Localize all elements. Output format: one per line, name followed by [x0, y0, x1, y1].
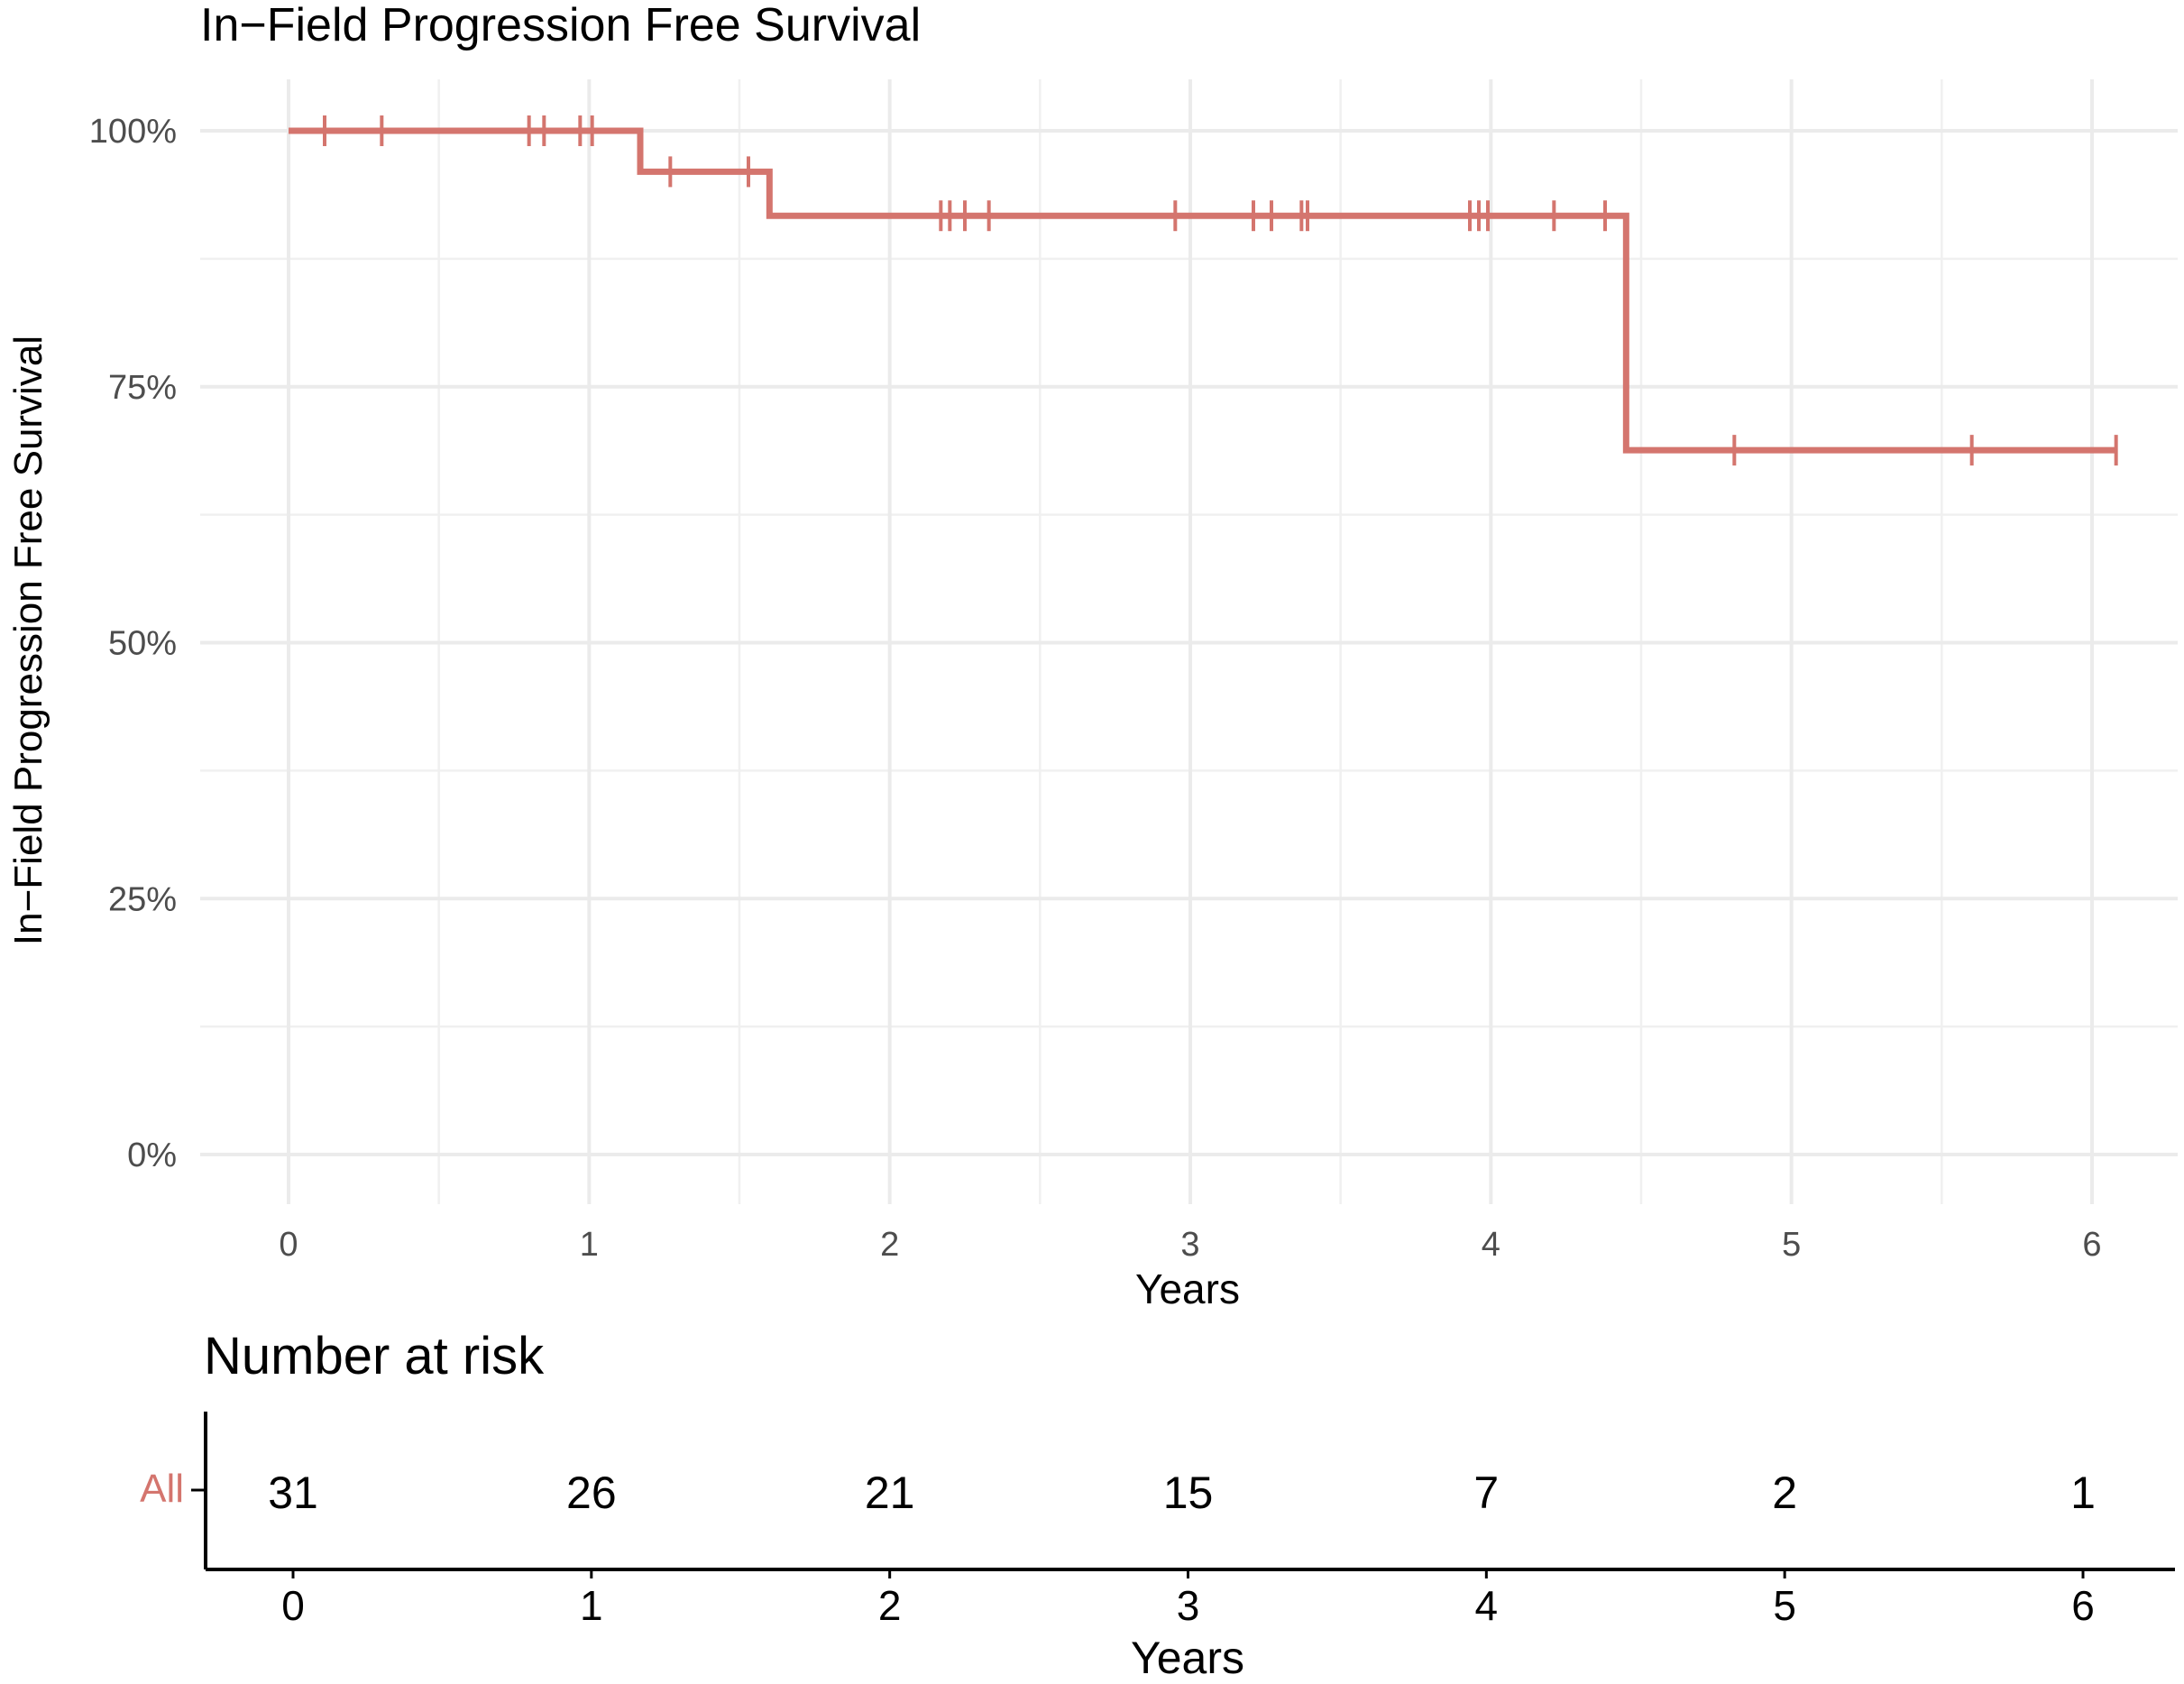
- x-tick-label: 4: [1482, 1226, 1500, 1264]
- risk-table-title: Number at risk: [204, 1327, 545, 1385]
- x-tick-label: 5: [1782, 1226, 1801, 1264]
- risk-x-axis-label: Years: [1131, 1633, 1244, 1679]
- risk-x-tick-label: 6: [2071, 1582, 2095, 1629]
- risk-count: 26: [566, 1468, 617, 1518]
- chart-title: In−Field Progression Free Survival: [200, 0, 921, 51]
- x-tick-label: 6: [2082, 1226, 2101, 1264]
- risk-count: 7: [1473, 1468, 1499, 1518]
- x-tick-label: 2: [880, 1226, 899, 1264]
- x-tick-label: 3: [1180, 1226, 1199, 1264]
- x-tick-label: 0: [279, 1226, 298, 1264]
- risk-count: 15: [1163, 1468, 1214, 1518]
- x-axis-label: Years: [1135, 1265, 1240, 1312]
- y-tick-label: 100%: [89, 113, 177, 151]
- axis-ticks: 0 1 2 3 4 5 6 0% 25% 50% 75% 100%: [89, 113, 2102, 1264]
- risk-x-tick-label: 2: [878, 1582, 902, 1629]
- x-tick-label: 1: [580, 1226, 599, 1264]
- risk-x-tick-label: 1: [580, 1582, 603, 1629]
- survival-curve-all: [289, 127, 2116, 454]
- risk-count: 31: [268, 1468, 318, 1518]
- risk-count: 2: [1772, 1468, 1797, 1518]
- risk-x-tick-label: 3: [1177, 1582, 1200, 1629]
- risk-x-tick-label: 4: [1475, 1582, 1499, 1629]
- risk-count: 21: [865, 1468, 915, 1518]
- y-tick-label: 75%: [108, 369, 177, 407]
- risk-row-label-all: All: [140, 1467, 184, 1511]
- risk-table: 31 26 21 15 7 2 10 1 2 3 4 5 6: [191, 1412, 2175, 1629]
- risk-count: 1: [2070, 1468, 2096, 1518]
- y-tick-label: 50%: [108, 625, 177, 663]
- grid: [200, 79, 2178, 1204]
- y-tick-label: 25%: [108, 880, 177, 918]
- risk-x-tick-label: 0: [281, 1582, 305, 1629]
- survival-curve-group: [289, 115, 2118, 466]
- y-axis-label: In−Field Progression Free Survival: [6, 336, 50, 945]
- risk-x-tick-label: 5: [1773, 1582, 1796, 1629]
- y-tick-label: 0%: [127, 1136, 177, 1174]
